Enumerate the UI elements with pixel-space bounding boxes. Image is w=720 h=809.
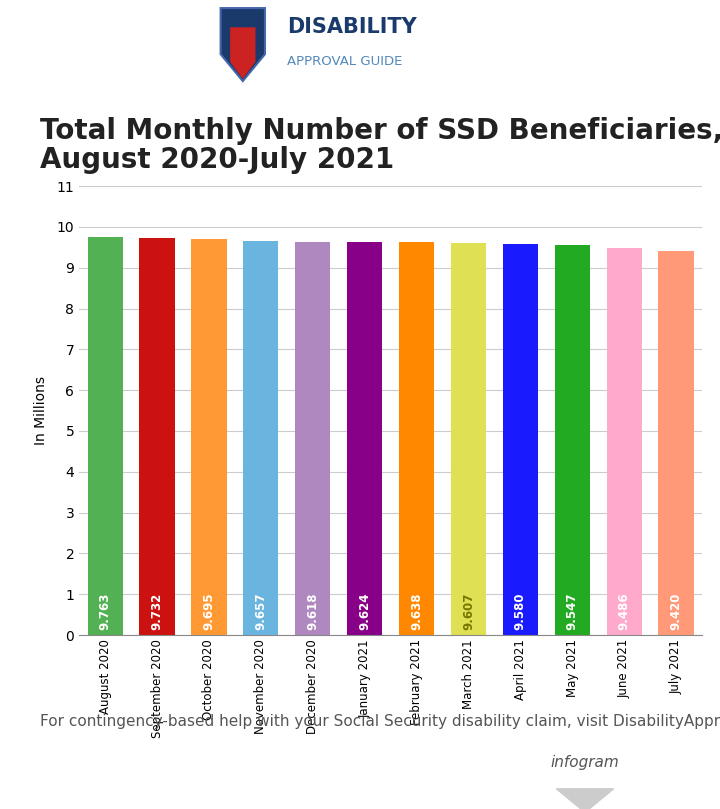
Bar	[192, 239, 227, 635]
Bar	[140, 238, 175, 635]
Text: Total Monthly Number of SSD Beneficiaries,: Total Monthly Number of SSD Beneficiarie…	[40, 117, 720, 146]
Text: August 2020-July 2021: August 2020-July 2021	[40, 146, 394, 174]
Polygon shape	[557, 789, 613, 809]
Text: 9.607: 9.607	[462, 593, 475, 630]
Bar	[606, 248, 642, 635]
Bar	[399, 242, 434, 635]
Text: 9.420: 9.420	[670, 593, 683, 630]
Bar	[347, 242, 382, 635]
Text: APPROVAL GUIDE: APPROVAL GUIDE	[287, 55, 402, 69]
Text: DISABILITY: DISABILITY	[287, 17, 417, 37]
Text: 9.624: 9.624	[358, 593, 371, 630]
Text: 9.580: 9.580	[514, 593, 527, 630]
PathPatch shape	[230, 28, 256, 78]
Text: 9.618: 9.618	[306, 593, 319, 630]
PathPatch shape	[220, 8, 265, 81]
Text: 9.695: 9.695	[202, 592, 215, 630]
Bar	[554, 245, 590, 635]
Y-axis label: In Millions: In Millions	[35, 376, 48, 445]
Text: For contingency-based help with your Social Security disability claim, visit Dis: For contingency-based help with your Soc…	[40, 714, 720, 729]
Bar	[88, 236, 123, 635]
Text: 9.763: 9.763	[99, 593, 112, 630]
Bar	[503, 244, 538, 635]
Text: 9.547: 9.547	[566, 593, 579, 630]
Text: 9.486: 9.486	[618, 592, 631, 630]
Bar	[295, 243, 330, 635]
Text: 9.638: 9.638	[410, 593, 423, 630]
Bar	[658, 251, 693, 635]
Text: 9.657: 9.657	[254, 593, 267, 630]
Bar	[451, 243, 486, 635]
Bar	[243, 241, 279, 635]
Text: 9.732: 9.732	[150, 593, 163, 630]
Text: infogram: infogram	[551, 755, 619, 770]
